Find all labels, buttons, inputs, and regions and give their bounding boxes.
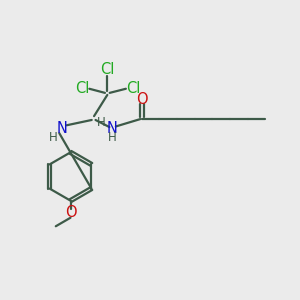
Text: H: H (108, 131, 117, 144)
Text: H: H (49, 131, 58, 144)
Text: Cl: Cl (126, 81, 140, 96)
Text: N: N (57, 121, 68, 136)
Text: N: N (107, 121, 118, 136)
Text: Cl: Cl (75, 81, 89, 96)
Text: O: O (65, 205, 76, 220)
Text: O: O (136, 92, 148, 107)
Text: H: H (97, 116, 106, 129)
Text: Cl: Cl (100, 62, 115, 77)
